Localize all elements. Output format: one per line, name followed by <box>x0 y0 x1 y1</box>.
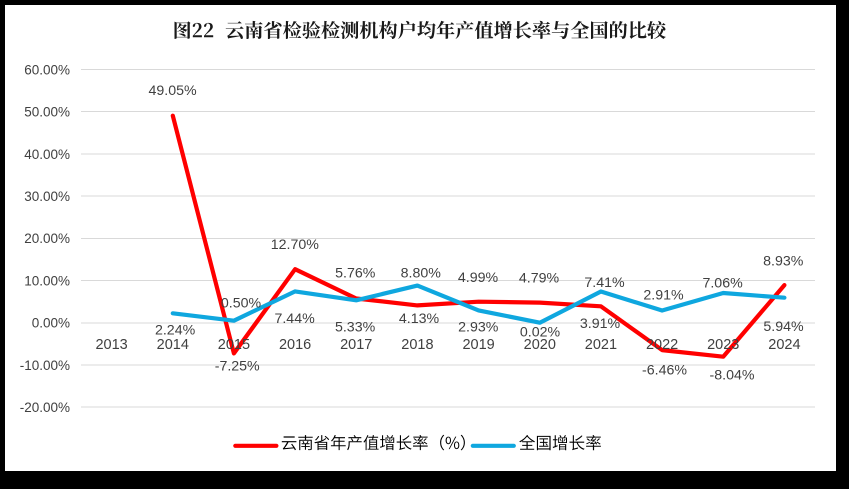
svg-text:-10.00%: -10.00% <box>20 358 70 373</box>
svg-text:50.00%: 50.00% <box>24 105 70 120</box>
svg-text:-6.46%: -6.46% <box>642 362 687 378</box>
svg-text:0.00%: 0.00% <box>32 316 70 331</box>
svg-text:2021: 2021 <box>585 337 617 353</box>
svg-text:2.93%: 2.93% <box>458 320 499 336</box>
svg-text:2023: 2023 <box>707 337 739 353</box>
svg-text:2.24%: 2.24% <box>155 322 196 338</box>
svg-text:5.94%: 5.94% <box>763 319 804 335</box>
svg-text:2015: 2015 <box>218 337 250 353</box>
svg-text:-8.04%: -8.04% <box>710 368 755 384</box>
svg-text:5.76%: 5.76% <box>335 266 376 282</box>
svg-text:2.91%: 2.91% <box>643 288 684 304</box>
svg-text:-7.25%: -7.25% <box>215 358 260 374</box>
svg-text:0.50%: 0.50% <box>221 295 262 311</box>
svg-text:20.00%: 20.00% <box>24 231 70 246</box>
svg-text:2024: 2024 <box>768 337 800 353</box>
svg-text:2018: 2018 <box>401 337 433 353</box>
svg-text:10.00%: 10.00% <box>24 273 70 288</box>
svg-text:2013: 2013 <box>95 337 127 353</box>
svg-text:2014: 2014 <box>157 337 189 353</box>
svg-text:4.79%: 4.79% <box>519 271 560 287</box>
svg-text:2020: 2020 <box>524 337 556 353</box>
svg-text:7.44%: 7.44% <box>274 311 315 327</box>
svg-text:4.13%: 4.13% <box>399 311 440 327</box>
svg-text:5.33%: 5.33% <box>335 320 376 336</box>
svg-text:3.91%: 3.91% <box>580 316 621 332</box>
svg-text:40.00%: 40.00% <box>24 147 70 162</box>
svg-text:2017: 2017 <box>340 337 372 353</box>
svg-text:49.05%: 49.05% <box>149 83 198 99</box>
svg-text:7.41%: 7.41% <box>584 275 625 291</box>
svg-text:2022: 2022 <box>646 337 678 353</box>
svg-text:4.99%: 4.99% <box>458 270 499 286</box>
svg-text:0.02%: 0.02% <box>520 324 561 340</box>
svg-text:-20.00%: -20.00% <box>20 400 70 415</box>
svg-text:2019: 2019 <box>462 337 494 353</box>
svg-text:12.70%: 12.70% <box>271 237 320 253</box>
svg-text:2016: 2016 <box>279 337 311 353</box>
svg-text:60.00%: 60.00% <box>24 62 70 77</box>
svg-text:7.06%: 7.06% <box>702 276 743 292</box>
svg-text:8.80%: 8.80% <box>401 265 442 281</box>
svg-text:30.00%: 30.00% <box>24 189 70 204</box>
svg-text:8.93%: 8.93% <box>763 253 804 269</box>
